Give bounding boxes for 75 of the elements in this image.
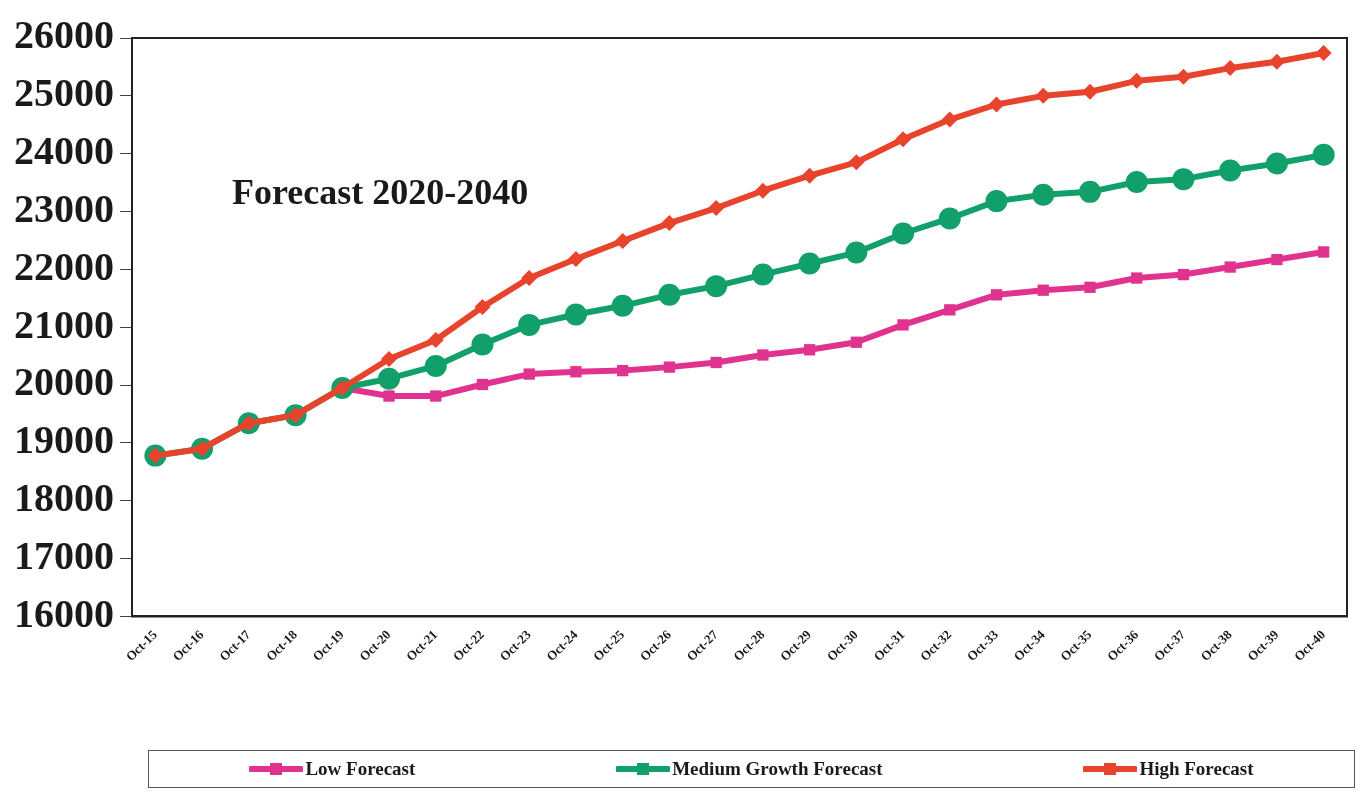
point — [663, 361, 676, 373]
point — [1032, 183, 1055, 206]
point — [705, 275, 728, 298]
text: Forecast 2020-2040 — [232, 172, 529, 213]
point — [1271, 253, 1283, 266]
y-tick-label: 21000 — [14, 301, 114, 347]
point — [523, 368, 535, 380]
point — [611, 294, 634, 317]
point — [1177, 268, 1190, 281]
point — [803, 344, 816, 356]
point — [471, 333, 494, 356]
point — [1317, 246, 1330, 258]
legend-label: High Forecast — [1139, 758, 1254, 780]
legend-label: Low Forecast — [305, 758, 416, 780]
point — [1172, 168, 1195, 191]
y-tick-label: 19000 — [14, 417, 114, 463]
y-tick-label: 17000 — [14, 532, 114, 578]
point — [941, 111, 958, 128]
point — [1219, 159, 1242, 182]
point — [892, 222, 915, 245]
point — [850, 336, 862, 348]
point — [521, 270, 538, 287]
point — [567, 250, 584, 267]
point — [988, 96, 1005, 113]
point — [661, 215, 678, 232]
point — [614, 233, 631, 250]
y-tick-label: 16000 — [14, 590, 114, 636]
point — [570, 366, 582, 378]
point — [1224, 261, 1236, 273]
point — [1175, 68, 1192, 85]
y-tick-label: 18000 — [14, 475, 114, 521]
point — [710, 356, 722, 369]
point — [1315, 45, 1332, 62]
point — [1084, 281, 1096, 293]
point — [427, 331, 444, 348]
point — [658, 283, 681, 306]
point — [1037, 284, 1049, 296]
y-tick-label: 23000 — [14, 185, 114, 231]
point — [754, 182, 771, 199]
point — [897, 319, 909, 331]
point — [1128, 72, 1145, 89]
point — [751, 263, 774, 286]
point — [474, 298, 491, 315]
point — [798, 252, 821, 275]
point — [1265, 152, 1288, 175]
point — [845, 241, 868, 264]
point — [990, 289, 1003, 301]
point — [985, 190, 1008, 213]
point — [564, 303, 587, 326]
point — [1125, 171, 1148, 194]
point — [476, 378, 489, 391]
point — [381, 351, 398, 368]
y-tick-label: 24000 — [14, 128, 114, 174]
point — [518, 313, 541, 336]
point — [424, 354, 447, 377]
point — [1078, 180, 1101, 203]
point — [383, 390, 395, 402]
point — [757, 349, 769, 361]
point — [944, 304, 956, 316]
point — [708, 200, 725, 217]
point — [895, 131, 912, 148]
legend-label: Medium Growth Forecast — [672, 758, 883, 780]
y-tick-label: 25000 — [14, 70, 114, 116]
point — [848, 154, 865, 171]
y-tick-label: 20000 — [14, 359, 114, 405]
point — [617, 364, 629, 377]
point — [1268, 53, 1285, 70]
y-tick-label: 26000 — [14, 12, 114, 58]
y-tick-label: 22000 — [14, 243, 114, 289]
point — [801, 167, 818, 184]
point — [1312, 143, 1335, 166]
point — [1131, 272, 1143, 284]
point — [430, 390, 442, 402]
point — [378, 367, 401, 390]
point — [938, 207, 961, 230]
